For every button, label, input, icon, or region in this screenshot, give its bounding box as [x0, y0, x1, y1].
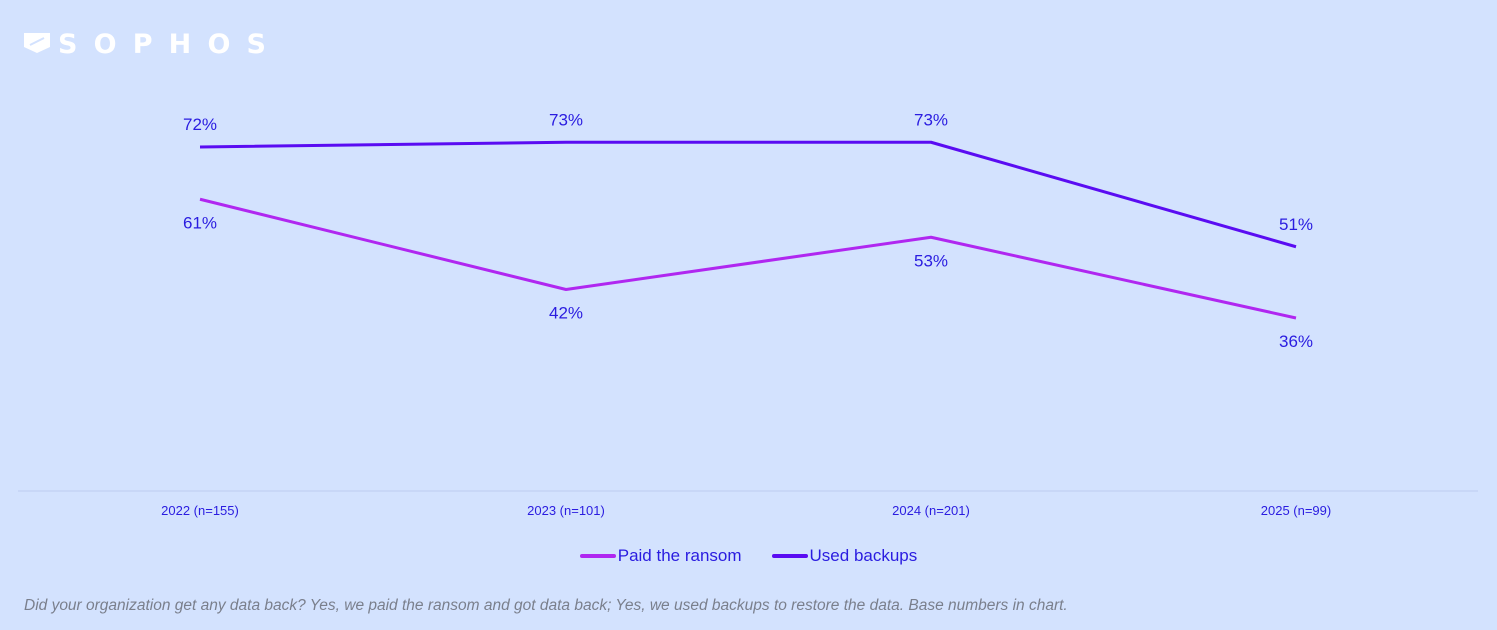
- data-label: 72%: [183, 115, 217, 134]
- legend-label: Paid the ransom: [617, 546, 742, 565]
- data-label: 73%: [549, 110, 583, 129]
- sophos-logo: SOPHOS: [22, 29, 272, 61]
- legend-label: Used backups: [809, 546, 918, 565]
- x-tick-label: 2025 (n=99): [1261, 503, 1331, 518]
- x-tick-label: 2022 (n=155): [161, 503, 239, 518]
- legend-item-backups: Used backups: [771, 546, 918, 566]
- legend-swatch: [579, 554, 616, 558]
- line-chart: 2022 (n=155) 2023 (n=101) 2024 (n=201) 2025…: [18, 110, 1478, 518]
- x-tick-label: 2023 (n=101): [527, 503, 605, 518]
- data-label: 61%: [183, 213, 217, 232]
- footnote: Did your organization get any data back?…: [24, 597, 1068, 614]
- data-label: 42%: [549, 304, 583, 323]
- data-label: 36%: [1279, 332, 1313, 351]
- legend-swatch: [771, 554, 808, 558]
- legend-item-paid: Paid the ransom: [579, 546, 742, 566]
- series-line-0: [199, 197, 1297, 320]
- x-tick-label: 2024 (n=201): [892, 503, 970, 518]
- data-label: 51%: [1279, 215, 1313, 234]
- data-label: 53%: [914, 251, 948, 270]
- data-label: 73%: [914, 110, 948, 129]
- series-line-1: [199, 140, 1297, 249]
- legend: Paid the ransom Used backups: [0, 546, 1497, 566]
